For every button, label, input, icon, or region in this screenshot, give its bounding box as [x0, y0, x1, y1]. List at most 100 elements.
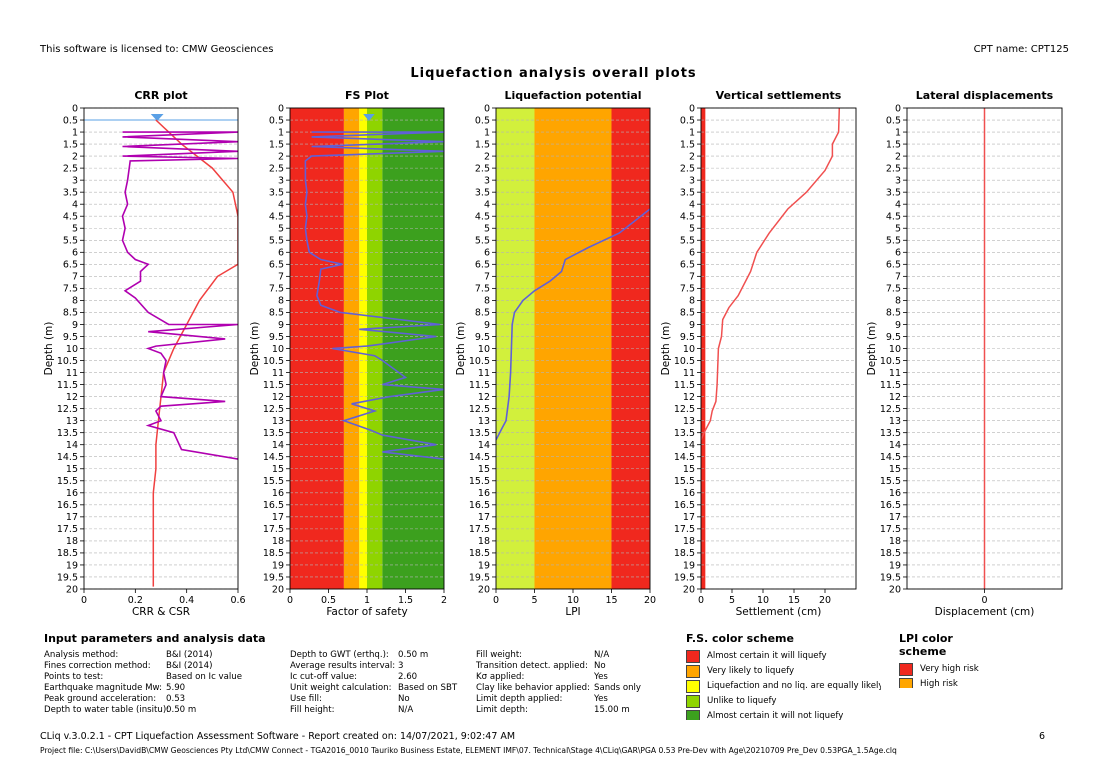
- series-line-fs: [304, 131, 444, 460]
- fs-scheme-item: Unlike to liquefy: [686, 694, 881, 709]
- x-tick-label: 0: [698, 595, 704, 606]
- y-tick-label: 11: [889, 368, 901, 379]
- y-tick-label: 4.5: [475, 212, 490, 223]
- param-col3-value: Sands only: [594, 683, 642, 693]
- param-col1-row: Points to test: Based on Ic value: [44, 672, 242, 683]
- params-title: Input parameters and analysis data: [44, 632, 266, 645]
- gwt-marker: [363, 114, 375, 122]
- page-number: 6: [1038, 731, 1045, 742]
- y-tick-label: 15.5: [880, 476, 901, 487]
- param-col2-label: Average results interval:: [290, 661, 396, 671]
- param-col2-value: 3: [398, 661, 404, 671]
- y-tick-label: 19: [66, 560, 78, 571]
- params-col-2: Depth to GWT (erthq.): 0.50 m Average resu…: [290, 650, 457, 716]
- y-tick-label: 9: [895, 320, 901, 331]
- param-col1-value: B&I (2014): [166, 661, 213, 671]
- param-col2-value: 0.50 m: [398, 650, 429, 660]
- y-tick-label: 6: [484, 248, 490, 259]
- y-tick-label: 8.5: [680, 308, 695, 319]
- y-tick-label: 15.5: [57, 476, 78, 487]
- param-col2-label: Use fill:: [290, 694, 322, 704]
- y-tick-label: 4: [689, 200, 695, 211]
- param-col3-value: N/A: [594, 650, 610, 660]
- y-tick-label: 12: [66, 392, 78, 403]
- lpi-scheme-item: High risk: [899, 677, 999, 688]
- y-tick-label: 11: [683, 368, 695, 379]
- x-axis-label: CRR & CSR: [132, 606, 190, 618]
- fs-scheme-label: Liquefaction and no liq. are equally lik…: [707, 681, 881, 691]
- y-tick-label: 2.5: [886, 163, 901, 174]
- y-tick-label: 4: [278, 200, 284, 211]
- y-tick-label: 17: [889, 512, 901, 523]
- y-tick-label: 5.5: [886, 236, 901, 247]
- param-col1-label: Analysis method:: [44, 650, 119, 660]
- x-tick-label: 2: [441, 595, 447, 606]
- y-tick-label: 6.5: [680, 260, 695, 271]
- y-tick-label: 19: [683, 560, 695, 571]
- param-col2-row: Ic cut-off value: 2.60: [290, 672, 417, 683]
- y-tick-label: 8.5: [886, 308, 901, 319]
- param-col1-row: Fines correction method: B&I (2014): [44, 661, 212, 672]
- y-tick-label: 1.5: [63, 139, 78, 150]
- y-tick-label: 9.5: [886, 332, 901, 343]
- y-tick-label: 9: [689, 320, 695, 331]
- fs-scheme-item: Almost certain it will not liquefy: [686, 709, 881, 720]
- plot-frame: [83, 107, 239, 590]
- param-col1-label: Fines correction method:: [44, 661, 151, 671]
- y-tick-label: 12.5: [263, 404, 284, 415]
- y-tick-label: 0.5: [269, 115, 284, 126]
- y-tick-label: 13: [272, 416, 284, 427]
- y-tick-label: 1: [895, 127, 901, 138]
- fs-scheme-swatch: [686, 680, 700, 693]
- y-tick-label: 1.5: [680, 139, 695, 150]
- y-tick-label: 17.5: [469, 524, 490, 535]
- param-col3-row: Fill weight: N/A: [476, 650, 609, 661]
- y-tick-label: 18.5: [880, 548, 901, 559]
- y-tick-label: 0: [689, 103, 695, 114]
- y-tick-label: 20: [683, 584, 695, 595]
- y-tick-label: 10.5: [880, 356, 901, 367]
- param-col3-row: Clay like behavior applied: Sands only: [476, 683, 641, 694]
- x-tick-label: 1.5: [398, 595, 413, 606]
- param-col2-label: Ic cut-off value:: [290, 672, 358, 682]
- y-tick-label: 14: [272, 440, 284, 451]
- y-tick-label: 10: [272, 344, 284, 355]
- chart-panel-4: Lateral displacements00.511.522.533.544.…: [866, 89, 1063, 618]
- y-tick-label: 5.5: [269, 236, 284, 247]
- chart-panel-2: Liquefaction potential00.511.522.533.544…: [455, 89, 656, 618]
- x-axis-label: LPI: [565, 606, 580, 618]
- y-tick-label: 6.5: [269, 260, 284, 271]
- param-col3-label: Clay like behavior applied:: [476, 683, 590, 693]
- y-tick-label: 0: [484, 103, 490, 114]
- y-tick-label: 19.5: [263, 572, 284, 583]
- y-tick-label: 16.5: [57, 500, 78, 511]
- y-tick-label: 4: [72, 200, 78, 211]
- y-tick-label: 0.5: [680, 115, 695, 126]
- y-axis-label: Depth (m): [455, 322, 467, 376]
- chart-title: Liquefaction potential: [504, 89, 641, 102]
- y-tick-label: 15.5: [469, 476, 490, 487]
- param-col3-label: Limit depth:: [476, 705, 528, 715]
- y-axis-label: Depth (m): [43, 322, 55, 376]
- y-tick-label: 5: [72, 224, 78, 235]
- y-tick-label: 12: [889, 392, 901, 403]
- param-col3-value: No: [594, 661, 606, 671]
- y-tick-label: 16: [66, 488, 78, 499]
- y-tick-label: 11.5: [57, 380, 78, 391]
- series-line-lpi: [496, 208, 650, 441]
- y-tick-label: 6.5: [886, 260, 901, 271]
- chart-panel-3: Vertical settlements00.511.522.533.544.5…: [660, 89, 857, 618]
- y-tick-label: 0: [895, 103, 901, 114]
- lpi-scheme-label: High risk: [920, 679, 958, 688]
- param-col1-label: Depth to water table (insitu):: [44, 705, 170, 715]
- param-col2-row: Depth to GWT (erthq.): 0.50 m: [290, 650, 428, 661]
- y-tick-label: 14: [478, 440, 490, 451]
- y-tick-label: 9.5: [269, 332, 284, 343]
- param-col1-value: 5.90: [166, 683, 186, 693]
- param-col2-label: Fill height:: [290, 705, 335, 715]
- lpi-color-scheme: LPI color scheme Very high risk High risk…: [899, 632, 999, 688]
- y-tick-label: 0: [72, 103, 78, 114]
- y-tick-label: 8.5: [475, 308, 490, 319]
- x-tick-label: 10: [567, 595, 579, 606]
- y-tick-label: 18.5: [469, 548, 490, 559]
